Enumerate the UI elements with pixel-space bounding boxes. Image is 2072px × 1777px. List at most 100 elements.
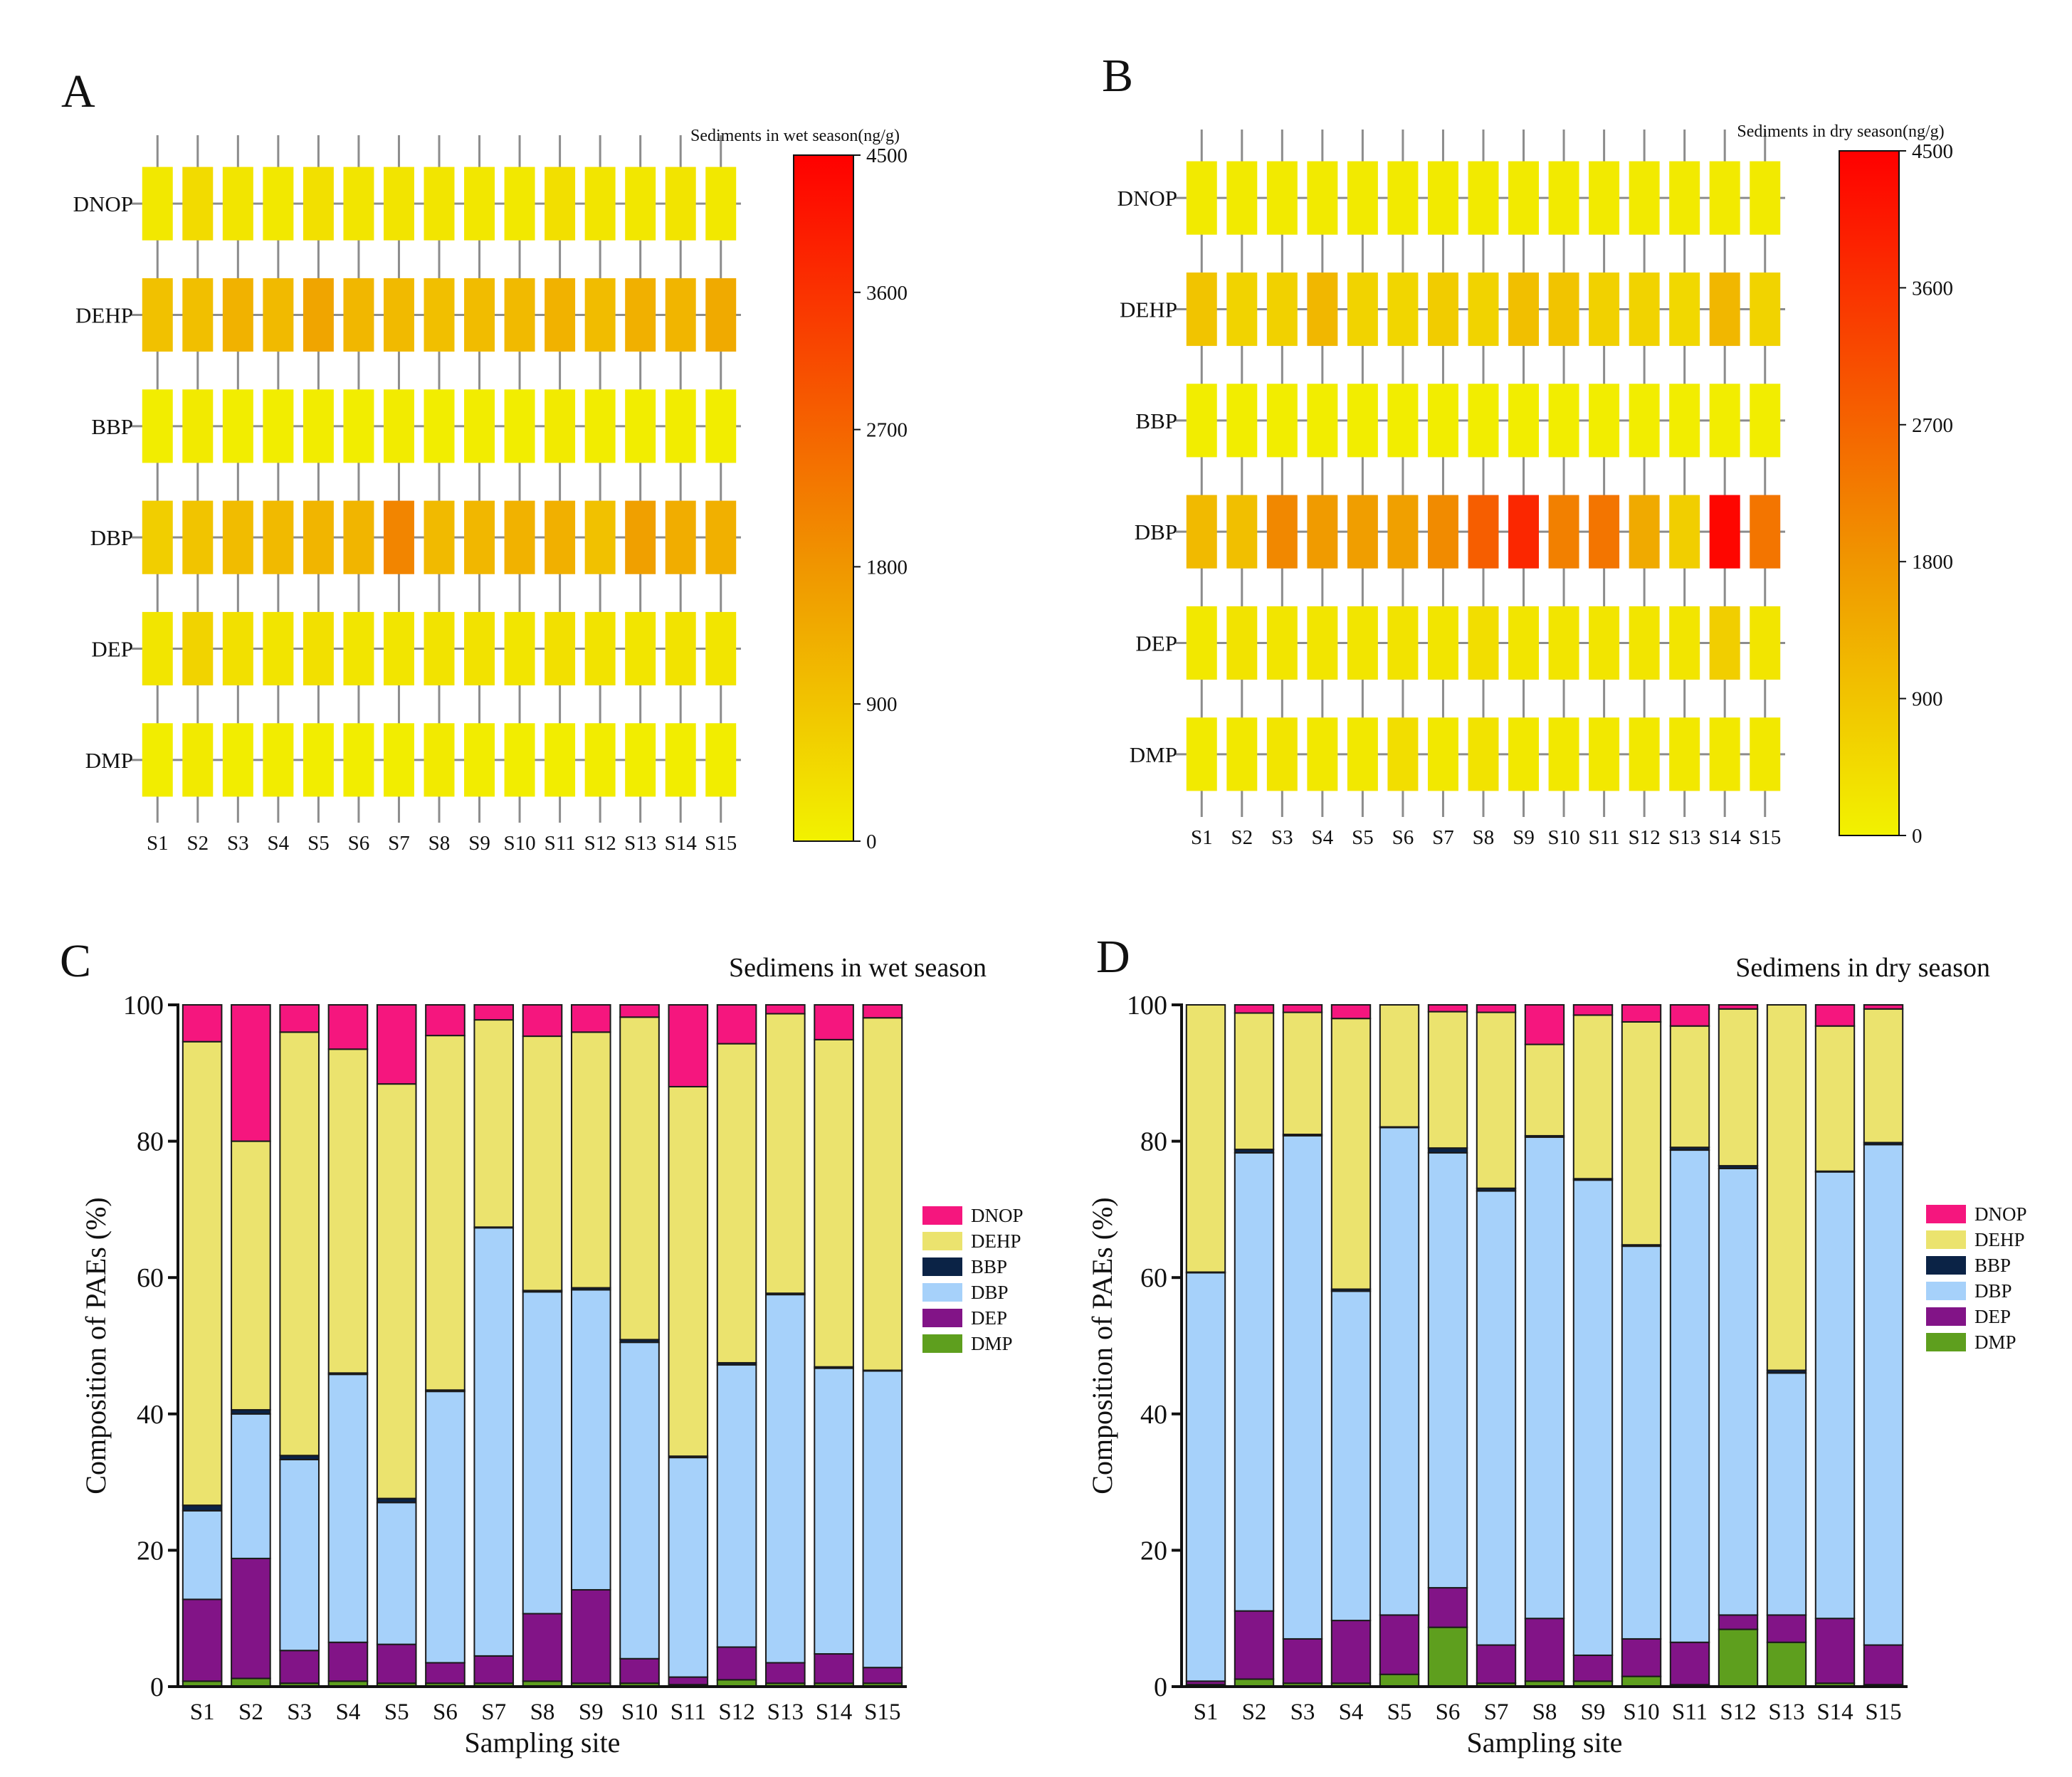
panel-label: D (1096, 931, 1130, 983)
legend-label: DBP (971, 1282, 1009, 1303)
bar-segment-DEHP-S4 (327, 1048, 369, 1374)
col-label: S8 (428, 832, 451, 855)
heatmap-cell-DBP-S12 (584, 500, 616, 574)
heatmap-cell-DEP-S13 (625, 611, 656, 686)
bar-segment-DBP-S1 (1185, 1272, 1226, 1682)
heatmap-cell-BBP-S15 (1750, 384, 1781, 458)
bar-segment-DEHP-S13 (765, 1013, 806, 1294)
heatmap-cell-DNOP-S8 (424, 167, 455, 241)
heatmap-cell-DNOP-S15 (705, 167, 737, 241)
bar-segment-DEP-S14 (1814, 1618, 1856, 1684)
col-label: S9 (468, 832, 490, 855)
heatmap-cell-DNOP-S6 (343, 167, 374, 241)
heatmap-cell-DMP-S9 (464, 723, 495, 797)
bar-segment-DEHP-S10 (619, 1016, 660, 1341)
col-label: S2 (186, 832, 209, 855)
colorbar-title: Sediments in dry season(ng/g) (1737, 122, 1944, 141)
heatmap-cell-DEHP-S15 (705, 278, 737, 352)
heatmap-cell-DMP-S15 (1750, 717, 1781, 791)
colorbar-tick-label: 1800 (866, 556, 908, 579)
x-tick-label: S11 (1672, 1699, 1708, 1725)
heatmap-cell-DEP-S1 (1186, 606, 1217, 680)
bar-segment-DNOP-S9 (570, 1004, 611, 1033)
bar-segment-DNOP-S1 (182, 1004, 223, 1043)
heatmap-cell-DBP-S3 (1266, 495, 1298, 569)
col-label: S6 (348, 832, 370, 855)
heatmap-cell-DNOP-S4 (1307, 161, 1338, 235)
heatmap-cell-DEHP-S6 (1387, 272, 1419, 347)
heatmap-cell-DMP-S8 (424, 723, 455, 797)
heatmap-cell-DEP-S10 (504, 611, 535, 686)
heatmap-cell-DNOP-S5 (1347, 161, 1378, 235)
x-tick-label: S4 (336, 1699, 361, 1725)
bar-segment-DEHP-S8 (522, 1035, 563, 1292)
heatmap-cell-DNOP-S3 (1266, 161, 1298, 235)
bar-segment-DEHP-S2 (231, 1140, 271, 1411)
chart-title: Sedimens in dry season (1735, 953, 1990, 983)
bar-segment-DEP-S14 (814, 1653, 854, 1684)
heatmap-cell-DBP-S4 (1307, 495, 1338, 569)
heatmap-cell-BBP-S6 (343, 389, 374, 463)
heatmap-cell-DEP-S8 (1468, 606, 1499, 680)
bar-segment-DEHP-S10 (1621, 1021, 1662, 1246)
heatmap-cell-DEHP-S13 (625, 278, 656, 352)
heatmap-cell-DEP-S5 (303, 611, 334, 686)
heatmap-cell-DEP-S9 (1508, 606, 1540, 680)
heatmap-cell-BBP-S4 (263, 389, 294, 463)
heatmap-cell-DBP-S9 (1508, 495, 1540, 569)
bar-segment-DBP-S12 (1718, 1167, 1759, 1616)
bar-segment-DEP-S8 (522, 1613, 563, 1682)
bar-segment-DEP-S15 (1863, 1644, 1904, 1686)
row-label: BBP (1135, 408, 1177, 433)
heatmap-cell-DEP-S11 (1589, 606, 1620, 680)
colorbar (1839, 150, 1900, 836)
y-tick-label: 100 (1127, 991, 1167, 1021)
heatmap-cell-BBP-S13 (1669, 384, 1700, 458)
heatmap-cell-DMP-S12 (584, 723, 616, 797)
x-tick-label: S6 (433, 1699, 458, 1725)
bar-segment-DEHP-S1 (1185, 1004, 1226, 1273)
heatmap-cell-DNOP-S3 (222, 167, 253, 241)
heatmap-cell-DMP-S1 (1186, 717, 1217, 791)
bar-segment-DEP-S2 (1234, 1610, 1275, 1680)
bar-segment-DNOP-S7 (1476, 1004, 1517, 1013)
bar-segment-DMP-S5 (1379, 1673, 1420, 1688)
heatmap-cell-DMP-S7 (383, 723, 414, 797)
heatmap-panel-A: A DNOP DEHP BBP DBP DEP DMP S1 S2 S3 S4 S5 S6 S7 S8 S9 S… (61, 65, 908, 855)
heatmap-cell-DNOP-S10 (1548, 161, 1579, 235)
legend-label: DBP (1974, 1280, 2012, 1302)
x-tick-label: S2 (1242, 1699, 1267, 1725)
heatmap-cell-DEP-S2 (1226, 606, 1258, 680)
heatmap-cell-DBP-S15 (1750, 495, 1781, 569)
chart-title: Sedimens in wet season (729, 953, 987, 983)
panel-label: A (61, 65, 95, 117)
x-tick-label: S9 (1581, 1699, 1606, 1725)
bar-segment-DNOP-S3 (1282, 1004, 1323, 1013)
bar-segment-DEP-S9 (570, 1588, 611, 1684)
bar-segment-DEHP-S13 (1766, 1004, 1807, 1371)
bar-segment-DNOP-S12 (1718, 1004, 1759, 1010)
heatmap-cell-DEP-S14 (1709, 606, 1740, 680)
bar-segment-DNOP-S15 (862, 1004, 903, 1019)
legend-label: DNOP (1974, 1203, 2027, 1225)
bar-segment-DEHP-S8 (1524, 1043, 1565, 1137)
heatmap-cell-DEP-S8 (424, 611, 455, 686)
col-label: S13 (1668, 826, 1700, 849)
bar-segment-DEP-S7 (473, 1655, 515, 1684)
heatmap-cell-DEHP-S6 (343, 278, 374, 352)
heatmap-cell-BBP-S13 (625, 389, 656, 463)
col-label: S15 (1749, 826, 1781, 849)
col-label: S7 (1432, 826, 1454, 849)
bar-segment-DEP-S13 (1766, 1614, 1807, 1643)
bar-segment-DNOP-S9 (1572, 1004, 1614, 1016)
colorbar-tick-label: 2700 (866, 419, 908, 442)
row-label: DMP (1130, 742, 1177, 767)
heatmap-cell-DBP-S1 (1186, 495, 1217, 569)
row-label: DBP (1135, 520, 1177, 544)
heatmap-cell-DEP-S6 (343, 611, 374, 686)
legend-label: DEHP (971, 1230, 1021, 1252)
x-tick-label: S15 (864, 1699, 900, 1725)
heatmap-cell-DMP-S9 (1508, 717, 1540, 791)
heatmap-cell-DEHP-S2 (182, 278, 214, 352)
